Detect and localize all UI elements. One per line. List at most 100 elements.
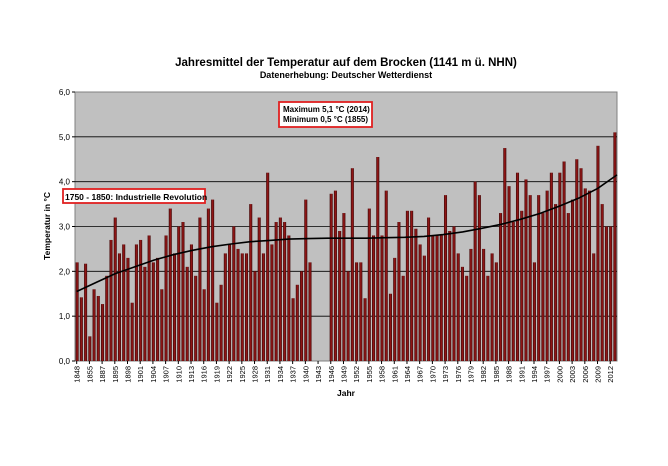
bar xyxy=(126,257,130,361)
bar xyxy=(287,235,291,361)
industrial-revolution-annotation: 1750 - 1850: Industrielle Revolution xyxy=(62,188,207,204)
bar xyxy=(520,210,524,361)
x-tick-label: 1967 xyxy=(416,366,425,383)
bar xyxy=(329,193,333,361)
bar xyxy=(494,262,498,361)
bar xyxy=(266,172,270,361)
x-tick-label: 2012 xyxy=(606,366,615,383)
bar xyxy=(177,226,181,361)
bar xyxy=(333,190,337,361)
x-tick-label: 1979 xyxy=(466,366,475,383)
bar xyxy=(422,255,426,361)
x-tick-label: 2006 xyxy=(581,366,590,383)
bar xyxy=(418,244,422,361)
minimum-label: Minimum 0,5 °C (1855) xyxy=(283,115,368,124)
bar xyxy=(609,226,613,361)
bar xyxy=(431,235,435,361)
bar xyxy=(503,148,507,361)
bar xyxy=(528,195,532,361)
x-tick-label: 1919 xyxy=(212,366,221,383)
bar xyxy=(380,235,384,361)
bar xyxy=(92,289,96,361)
bar xyxy=(156,257,160,361)
bar xyxy=(172,253,177,361)
bar xyxy=(393,257,397,361)
x-axis-label: Jahr xyxy=(337,388,356,398)
bar xyxy=(511,222,515,361)
bar xyxy=(372,235,376,361)
bar xyxy=(270,244,274,361)
bar xyxy=(198,217,202,361)
bar xyxy=(384,190,388,361)
bar xyxy=(405,210,409,361)
bar xyxy=(469,248,473,361)
bar xyxy=(181,222,185,361)
x-tick-label: 2009 xyxy=(594,366,603,383)
bar xyxy=(304,199,308,361)
x-tick-label: 2000 xyxy=(555,366,564,383)
x-tick-label: 1994 xyxy=(530,366,539,383)
x-tick-label: 1988 xyxy=(505,366,514,383)
x-tick-label: 1855 xyxy=(85,366,94,383)
bar xyxy=(300,271,304,361)
bar xyxy=(490,253,494,361)
bar xyxy=(206,208,210,361)
bar xyxy=(545,190,549,361)
bar xyxy=(367,208,371,361)
y-tick-label: 2,0 xyxy=(59,267,71,276)
bar xyxy=(194,275,198,361)
bar xyxy=(151,262,155,361)
y-axis-label: Temperatur in °C xyxy=(42,192,52,260)
bar xyxy=(109,239,113,361)
x-tick-label: 1976 xyxy=(454,366,463,383)
bar xyxy=(160,289,164,361)
bar xyxy=(541,213,545,361)
bar xyxy=(147,235,151,361)
bar xyxy=(236,248,240,361)
bar xyxy=(168,208,172,361)
bar xyxy=(346,271,350,361)
x-tick-label: 1958 xyxy=(378,366,387,383)
bar xyxy=(604,226,608,361)
bar xyxy=(575,159,579,361)
bar xyxy=(283,222,287,361)
bar xyxy=(448,230,452,361)
bar xyxy=(350,168,354,361)
x-tick-label: 1982 xyxy=(479,366,488,383)
bar xyxy=(88,336,92,361)
bar xyxy=(278,217,282,361)
bar xyxy=(261,253,265,361)
x-tick-label: 1973 xyxy=(441,366,450,383)
y-tick-label: 5,0 xyxy=(59,133,71,142)
x-tick-label: 1961 xyxy=(390,366,399,383)
bar xyxy=(507,186,511,361)
x-tick-label: 1997 xyxy=(543,366,552,383)
bar xyxy=(388,293,392,361)
bar xyxy=(532,262,536,361)
bar xyxy=(295,284,299,361)
bar xyxy=(524,179,528,361)
x-tick-label: 1931 xyxy=(263,366,272,383)
bar xyxy=(592,253,596,361)
chart-subtitle: Datenerhebung: Deutscher Wetterdienst xyxy=(260,70,432,80)
y-tick-label: 6,0 xyxy=(59,88,71,97)
maximum-label: Maximum 5,1 °C (2014) xyxy=(283,105,370,114)
x-tick-label: 1901 xyxy=(136,366,145,383)
bar xyxy=(359,262,363,361)
bar xyxy=(211,199,215,361)
bar xyxy=(185,266,189,361)
bar xyxy=(473,181,477,361)
x-tick-label: 1955 xyxy=(365,366,374,383)
chart-title: Jahresmittel der Temperatur auf dem Broc… xyxy=(175,57,517,69)
bar xyxy=(486,275,490,361)
bar xyxy=(113,217,117,361)
bar xyxy=(376,157,380,361)
x-tick-label: 1925 xyxy=(238,366,247,383)
bar xyxy=(583,188,587,361)
bar xyxy=(562,161,566,361)
bar xyxy=(122,244,126,361)
extremes-annotation: Maximum 5,1 °C (2014) Minimum 0,5 °C (18… xyxy=(278,101,373,128)
y-tick-label: 3,0 xyxy=(59,223,71,232)
x-tick-label: 1970 xyxy=(428,366,437,383)
